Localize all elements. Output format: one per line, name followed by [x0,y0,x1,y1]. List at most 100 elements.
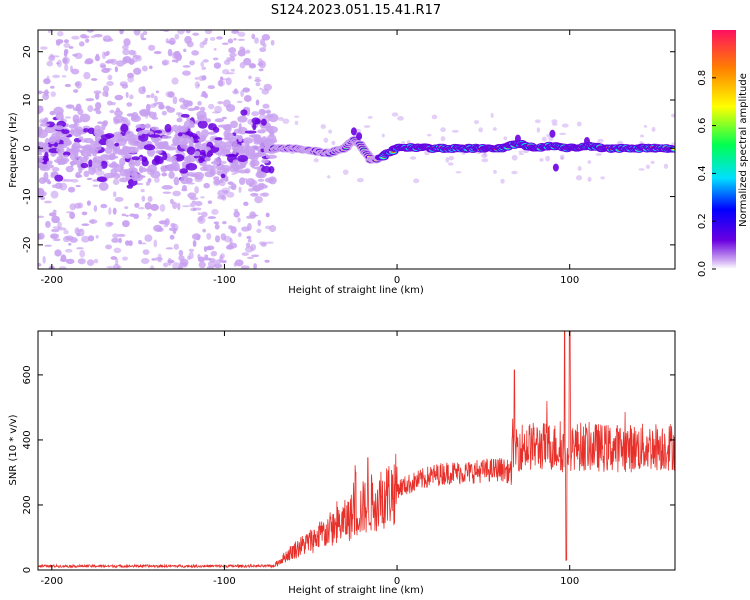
noise-blob [576,121,582,127]
noise-blob [76,232,81,237]
noise-blob [246,235,252,240]
noise-blob [192,240,197,247]
noise-blob [651,126,656,132]
noise-blob [76,229,83,232]
noise-blob [188,248,195,253]
noise-blob [94,55,101,62]
noise-blob [100,64,107,69]
noise-blob [78,41,85,47]
noise-blob [182,99,190,106]
band-blob [131,156,140,161]
noise-blob [251,254,260,258]
band-blob [38,142,49,148]
band-blob [128,160,134,166]
band-blob [95,110,102,115]
band-blob [155,150,162,154]
band-blob [44,125,56,134]
noise-blob [198,215,204,222]
band-blob [166,163,176,172]
y-tick-label: 20 [22,45,33,58]
noise-blob [46,75,50,82]
noise-blob [249,211,257,219]
band-blob [38,147,42,156]
noise-blob [240,90,245,98]
band-blob [135,123,147,129]
noise-blob [255,82,261,87]
noise-blob [87,105,94,112]
noise-blob [173,243,180,250]
noise-blob [167,257,173,266]
noise-blob [230,68,235,72]
noise-blob [38,90,43,95]
noise-blob [209,136,215,142]
noise-blob [84,60,93,65]
noise-blob [251,111,260,117]
noise-blob [172,190,181,197]
noise-blob [258,58,263,64]
noise-blob [209,258,216,263]
band-blob [53,106,64,116]
band-blob [55,182,63,190]
band-blob [181,161,187,168]
noise-blob [313,158,319,163]
noise-blob [213,263,223,269]
noise-blob [147,196,153,203]
band-blob [217,124,230,128]
noise-blob [645,164,651,170]
noise-blob [123,55,132,63]
colorbar-tick-label: 0.4 [697,165,708,181]
band-blob [59,158,66,165]
band-blob [204,171,215,178]
band-blob [197,120,208,129]
noise-blob [191,200,197,204]
band-blob [202,164,214,172]
band-blob [214,137,223,141]
noise-blob [165,91,173,98]
spectrogram-frame [37,29,676,270]
band-blob [114,142,120,147]
noise-blob [114,66,119,73]
noise-blob [111,237,120,243]
noise-blob [55,39,64,44]
noise-blob [207,200,213,204]
band-blob [265,154,278,159]
band-blob [260,110,272,114]
band-blob [171,155,177,160]
snr-panel: -200 -100 0 100 0 200 400 600 Height of straig… [8,330,676,596]
noise-blob [227,38,234,44]
noise-blob [50,190,59,199]
noise-blob [140,189,145,193]
noise-blob [74,202,82,209]
band-blob [108,162,120,168]
noise-blob [490,112,494,119]
y-tick-label: 200 [22,495,33,514]
band-blob [143,144,156,151]
noise-blob [270,39,275,46]
noise-blob [114,94,124,101]
noise-blob [124,206,129,210]
band-blob [208,123,217,131]
noise-blob [150,203,160,211]
noise-blob [150,93,155,99]
band-blob [223,130,228,138]
noise-blob [65,258,75,265]
noise-blob [38,105,44,113]
noise-blob [147,178,152,183]
band-blob [180,113,190,118]
band-blob [104,146,113,155]
band-blob [88,147,99,155]
noise-blob [231,172,236,175]
colorbar: 0.0 0.2 0.4 0.6 0.8 Normalized spectral ampl… [697,30,749,277]
noise-blob [165,247,174,250]
band-blob [38,129,48,139]
noise-blob [47,30,52,34]
noise-blob [63,229,69,235]
band-blob [68,147,81,153]
band-blob [73,122,78,131]
noise-blob [236,100,243,104]
noise-blob [240,265,250,269]
snr-plot-area [38,331,675,569]
noise-blob [112,233,119,239]
noise-blob [70,178,79,183]
